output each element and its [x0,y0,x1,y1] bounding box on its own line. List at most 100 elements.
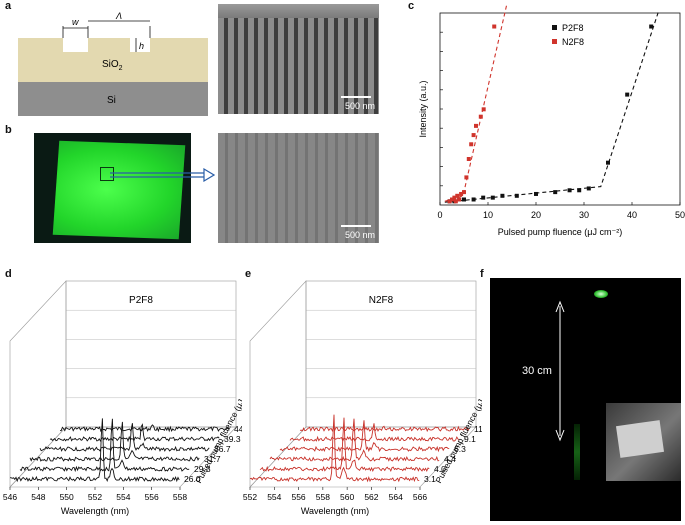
panel-title: N2F8 [369,295,394,306]
legend-label-p2f8: P2F8 [562,23,584,33]
x-tick-label: 30 [579,210,589,220]
p2f8-fit-line [444,11,659,203]
p2f8-point [500,193,505,198]
threshold-chart: 0 10 20 30 40 50 Pulsed pump fluence (μJ cm⁻²)… [418,5,685,237]
p2f8-point [586,186,591,191]
grating-schematic: w Λ h SiO2 Si [18,12,208,116]
fluence-tick-label: 4.4 [444,454,456,464]
lambda-label: Λ [115,12,122,21]
x-tick-label: 554 [116,492,130,502]
waterfall-chart-n2f8: N2F8Intensity (a.u.)55255455655856056256… [243,280,482,516]
x-tick-label: 50 [675,210,685,220]
x-tick-label: 564 [389,492,403,502]
spectrum-line [39,423,210,452]
emitting-film [52,140,186,240]
n2f8-fit-line [444,5,508,202]
sem-image-grating: 500 nm [218,4,379,114]
fluence-tick-label: 26.0 [184,474,201,484]
h-label: h [139,41,144,51]
device-glow [574,424,580,480]
sio2-layer [18,38,208,82]
spectrum-line [249,414,420,483]
n2f8-point [481,107,486,112]
n2f8-point [474,123,478,128]
panel-letter-e: e [245,268,252,280]
x-tick-label: 0 [437,210,442,220]
x-tick-label: 552 [88,492,102,502]
distance-arrow-icon [555,300,565,442]
p2f8-point [481,195,486,200]
panel-letter-b: b [5,124,12,136]
n2f8-point [466,157,471,161]
fluence-tick-label: 36.7 [214,444,231,454]
p2f8-point [567,188,572,193]
p2f8-point [462,197,466,202]
sem-image-film: 500 nm [218,133,379,243]
panel-letter-a: a [5,0,12,12]
panel-title: P2F8 [129,295,153,306]
n2f8-point [453,199,458,204]
spectrum-line [19,418,190,473]
zoom-arrow-icon [110,168,215,182]
side-wall [9,280,67,488]
si-label: Si [107,95,116,106]
x-tick-label: 558 [316,492,330,502]
p2f8-point [534,191,538,196]
x-tick-label: 562 [364,492,378,502]
legend-label-n2f8: N2F8 [562,37,584,47]
n2f8-point [455,193,460,198]
x-tick-label: 556 [145,492,159,502]
x-axis-label: Pulsed pump fluence (μJ cm⁻²) [498,227,622,237]
x-tick-label: 552 [243,492,257,502]
p2f8-point [490,195,495,200]
fluence-tick-label: 31.7 [204,454,221,464]
far-field-photo: 30 cm [490,278,681,521]
p2f8-point [606,160,610,165]
si-substrate [18,82,208,116]
spectrum-line [9,418,180,483]
x-tick-label: 40 [627,210,637,220]
p2f8-point [471,197,476,202]
n2f8-point [462,190,466,195]
panel-letter-f: f [480,268,484,280]
fluence-tick-label: 11.3 [474,424,482,434]
magnified-region-box [100,167,114,181]
y-axis-label: Intensity (a.u.) [418,80,428,137]
panel-letter-d: d [5,268,12,280]
x-tick-label: 556 [291,492,305,502]
waterfall-chart-p2f8: P2F8Intensity (a.u.)54654855055255455655… [3,280,242,516]
n2f8-point [452,195,457,200]
n2f8-point [471,133,476,138]
spectrum-line [299,425,470,433]
laser-spot [594,290,608,298]
fluence-tick-label: 6.3 [454,444,466,454]
n2f8-point [469,142,474,147]
x-tick-label: 566 [413,492,427,502]
scale-bar-label: 500 nm [344,101,375,111]
x-tick-label: 10 [483,210,493,220]
spectrum-line [49,423,220,443]
spectrum-line [59,424,230,433]
p2f8-point [514,193,519,198]
spectrum-line [289,423,460,443]
sio2-label: SiO2 [102,59,123,72]
w-label: w [72,17,79,27]
p2f8-point [553,190,558,195]
fluence-tick-label: 39.3 [224,434,241,444]
x-axis-label: Wavelength (nm) [61,506,129,516]
spectrum-line [279,420,450,453]
n2f8-point [478,114,483,119]
p2f8-point [625,92,630,97]
fluence-tick-label: 9.1 [464,434,476,444]
device-photo-region [606,403,681,481]
side-wall [249,280,307,488]
x-tick-label: 560 [340,492,354,502]
x-tick-label: 554 [267,492,281,502]
fluence-tick-label: 4.0 [434,464,446,474]
x-tick-label: 550 [60,492,74,502]
n2f8-point [447,199,452,204]
n2f8-point [464,175,469,180]
n2f8-point [459,191,464,196]
x-tick-label: 548 [31,492,45,502]
scale-bar [341,96,371,98]
